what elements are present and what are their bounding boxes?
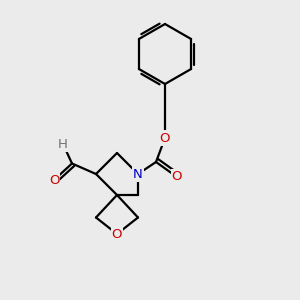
Text: O: O (49, 173, 59, 187)
Text: H: H (58, 137, 68, 151)
Text: O: O (172, 170, 182, 184)
Text: O: O (112, 227, 122, 241)
Text: N: N (133, 167, 143, 181)
Text: O: O (160, 131, 170, 145)
